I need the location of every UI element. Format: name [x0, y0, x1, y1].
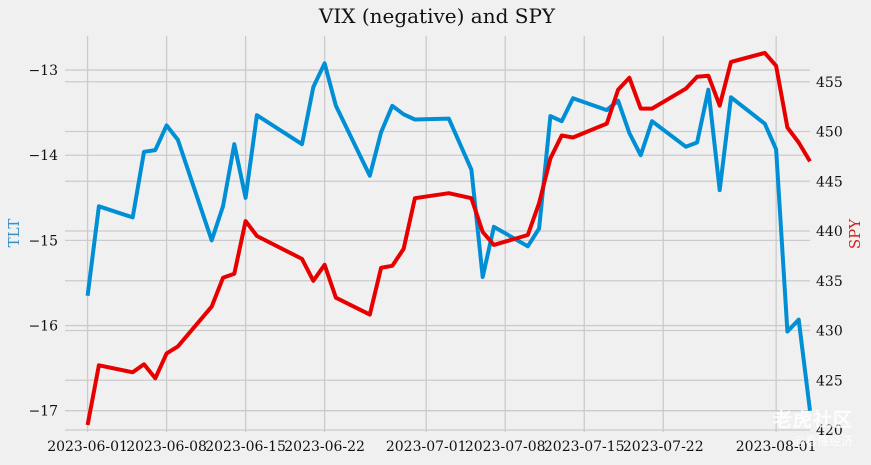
y-left-tick-label: −15 [28, 233, 58, 249]
y-right-tick-label: 445 [816, 174, 843, 190]
x-tick-label: 2023-06-15 [205, 439, 286, 455]
x-tick-label: 2023-08-01 [736, 439, 817, 455]
x-tick-label: 2023-06-22 [284, 439, 365, 455]
x-tick-label: 2023-07-15 [544, 439, 625, 455]
x-tick-label: 2023-07-22 [623, 439, 704, 455]
y-left-tick-label: −14 [28, 148, 58, 164]
y-axis-right-ticks: 420 425 430 435 440 445 450 455 [816, 75, 843, 439]
y-axis-right-label: SPY [846, 218, 864, 249]
y-axis-left-ticks: −13 −14 −15 −16 −17 [28, 63, 58, 420]
watermark: 老虎社区 @看懂经济 [773, 405, 853, 449]
spy-line [85, 50, 812, 426]
x-tick-label: 2023-07-01 [386, 439, 467, 455]
x-tick-label: 2023-06-08 [126, 439, 207, 455]
y-right-tick-label: 435 [816, 274, 843, 290]
y-right-tick-label: 425 [816, 373, 843, 389]
y-right-tick-label: 430 [816, 324, 843, 340]
y-left-tick-label: −16 [28, 319, 58, 335]
chart-title: VIX (negative) and SPY [318, 4, 556, 28]
watermark-sub: @看懂经济 [792, 434, 853, 448]
series-lines [85, 50, 812, 426]
x-tick-label: 2023-07-08 [465, 439, 546, 455]
x-tick-label: 2023-06-01 [47, 439, 128, 455]
watermark-main: 老虎社区 [772, 409, 853, 431]
x-axis-ticks: 2023-06-012023-06-082023-06-152023-06-22… [47, 439, 816, 455]
tlt-line [85, 61, 812, 411]
y-left-tick-label: −17 [28, 404, 58, 420]
y-left-tick-label: −13 [28, 63, 58, 79]
y-right-tick-label: 455 [816, 75, 843, 91]
grid-lines [65, 36, 810, 432]
y-right-tick-label: 420 [816, 423, 843, 439]
y-right-tick-label: 440 [816, 224, 843, 240]
y-right-tick-label: 450 [816, 125, 843, 141]
y-axis-left-label: TLT [5, 219, 23, 248]
